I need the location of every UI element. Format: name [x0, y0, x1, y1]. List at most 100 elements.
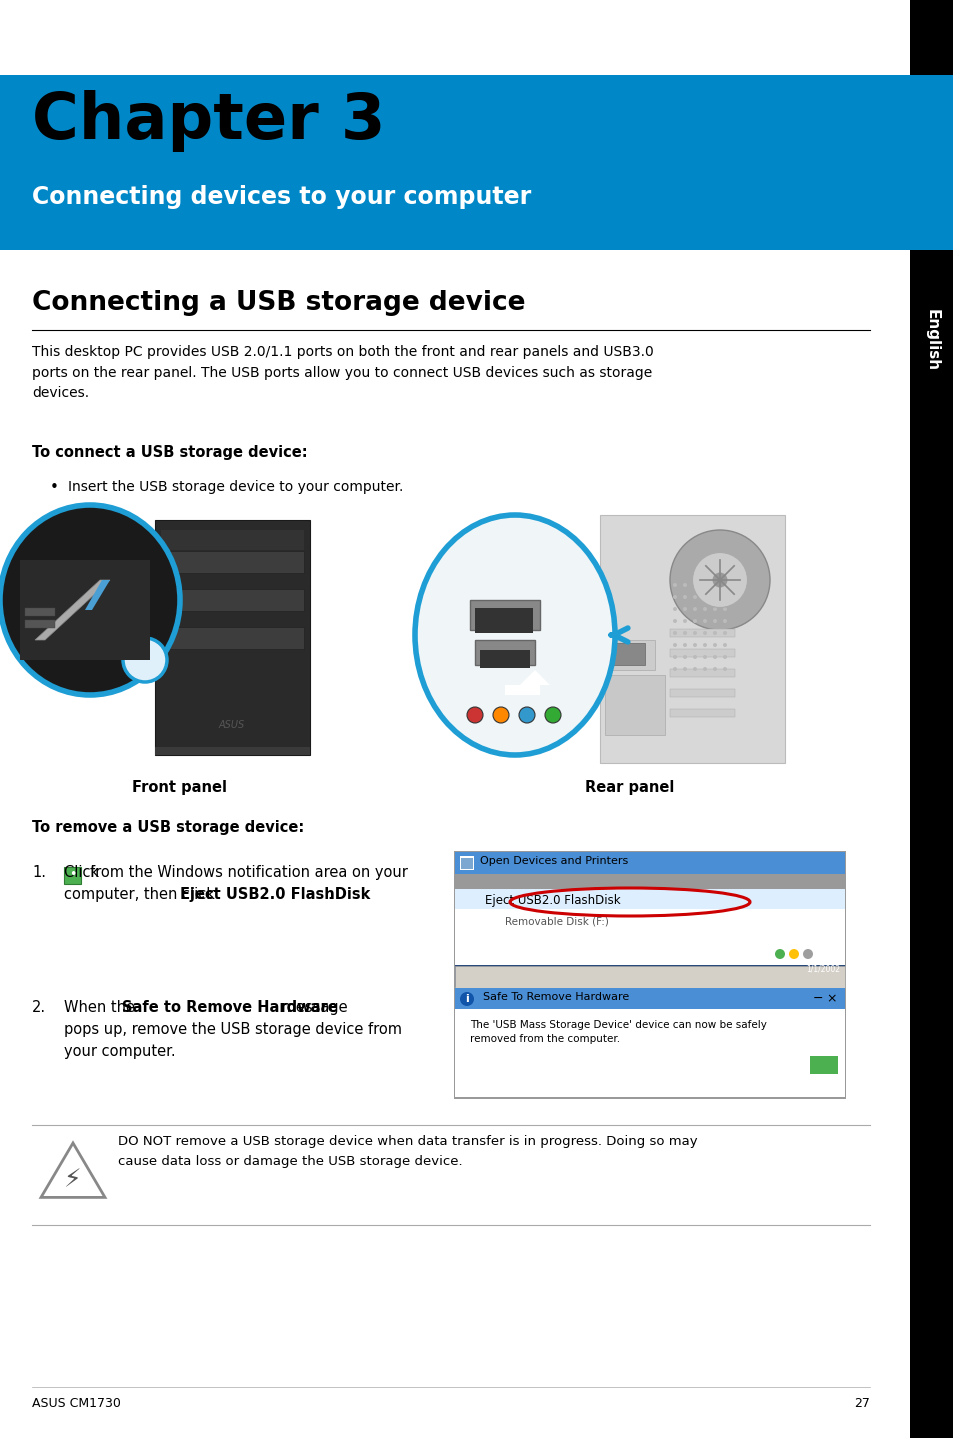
Text: ✓: ✓ — [818, 1081, 829, 1096]
Ellipse shape — [682, 643, 686, 647]
Ellipse shape — [702, 618, 706, 623]
Ellipse shape — [802, 949, 812, 959]
Bar — [161, 627, 304, 649]
Bar — [669, 649, 734, 657]
Text: message: message — [276, 999, 347, 1015]
Ellipse shape — [722, 667, 726, 672]
Bar — [669, 689, 734, 697]
Bar — [455, 966, 844, 988]
Text: computer, then click: computer, then click — [64, 887, 219, 902]
Ellipse shape — [672, 582, 677, 587]
Ellipse shape — [544, 707, 560, 723]
Text: −: − — [812, 992, 822, 1005]
Bar — [0, 75, 909, 250]
Bar — [475, 640, 535, 664]
Text: Connecting devices to your computer: Connecting devices to your computer — [32, 186, 531, 209]
Ellipse shape — [722, 631, 726, 636]
Text: The 'USB Mass Storage Device' device can now be safely
removed from the computer: The 'USB Mass Storage Device' device can… — [470, 1020, 766, 1044]
Bar — [20, 559, 150, 660]
Ellipse shape — [702, 595, 706, 600]
Ellipse shape — [692, 552, 747, 607]
Ellipse shape — [722, 643, 726, 647]
Ellipse shape — [672, 595, 677, 600]
Bar — [909, 75, 953, 250]
Bar — [460, 858, 473, 869]
Ellipse shape — [518, 707, 535, 723]
Text: •: • — [50, 480, 59, 495]
Bar — [669, 709, 734, 718]
Ellipse shape — [467, 707, 482, 723]
Bar — [604, 640, 655, 670]
Text: Chapter 3: Chapter 3 — [32, 91, 385, 152]
Ellipse shape — [702, 582, 706, 587]
Text: Eject USB2.0 FlashDisk: Eject USB2.0 FlashDisk — [484, 894, 620, 907]
Bar — [454, 851, 845, 988]
Ellipse shape — [702, 643, 706, 647]
Ellipse shape — [682, 667, 686, 672]
Bar — [475, 608, 533, 633]
Ellipse shape — [682, 631, 686, 636]
Text: pops up, remove the USB storage device from: pops up, remove the USB storage device f… — [64, 1022, 401, 1037]
Bar — [455, 851, 844, 874]
Ellipse shape — [672, 667, 677, 672]
Ellipse shape — [712, 595, 717, 600]
Bar — [455, 894, 844, 986]
Text: Front panel: Front panel — [132, 779, 227, 795]
Bar — [604, 674, 664, 735]
Text: 27: 27 — [853, 1396, 869, 1411]
Bar — [479, 650, 530, 669]
Bar — [161, 531, 304, 549]
Ellipse shape — [459, 992, 474, 1007]
Ellipse shape — [692, 595, 697, 600]
Text: When the: When the — [64, 999, 139, 1015]
Bar — [455, 965, 844, 986]
Text: DO NOT remove a USB storage device when data transfer is in progress. Doing so m: DO NOT remove a USB storage device when … — [118, 1135, 697, 1168]
Text: 6:30 PM
1/1/2002: 6:30 PM 1/1/2002 — [805, 953, 840, 974]
Bar — [609, 643, 644, 664]
Text: Safe to Remove Hardware: Safe to Remove Hardware — [122, 999, 337, 1015]
Text: .: . — [327, 887, 332, 902]
Ellipse shape — [672, 654, 677, 659]
Text: Connecting a USB storage device: Connecting a USB storage device — [32, 290, 525, 316]
Text: Removable Disk (F:): Removable Disk (F:) — [504, 916, 608, 926]
Text: Insert the USB storage device to your computer.: Insert the USB storage device to your co… — [68, 480, 403, 495]
Text: This desktop PC provides USB 2.0/1.1 ports on both the front and rear panels and: This desktop PC provides USB 2.0/1.1 por… — [32, 345, 653, 400]
Text: i: i — [465, 994, 468, 1004]
Bar — [909, 0, 953, 1438]
Ellipse shape — [692, 631, 697, 636]
Bar — [669, 628, 734, 637]
Text: Open Devices and Printers: Open Devices and Printers — [479, 856, 628, 866]
Bar — [154, 746, 310, 755]
Ellipse shape — [692, 607, 697, 611]
Bar — [0, 0, 953, 75]
Text: ASUS CM1730: ASUS CM1730 — [32, 1396, 121, 1411]
Text: ×: × — [825, 992, 836, 1005]
Ellipse shape — [415, 515, 615, 755]
Text: 1.: 1. — [32, 866, 46, 880]
Bar — [25, 620, 55, 628]
Ellipse shape — [712, 572, 727, 588]
Ellipse shape — [692, 667, 697, 672]
Ellipse shape — [712, 654, 717, 659]
Ellipse shape — [692, 643, 697, 647]
Ellipse shape — [722, 618, 726, 623]
Ellipse shape — [682, 607, 686, 611]
Ellipse shape — [722, 607, 726, 611]
Ellipse shape — [682, 654, 686, 659]
Ellipse shape — [774, 949, 784, 959]
Bar — [454, 986, 845, 1099]
Ellipse shape — [692, 618, 697, 623]
Ellipse shape — [123, 638, 167, 682]
Ellipse shape — [682, 618, 686, 623]
Text: your computer.: your computer. — [64, 1044, 175, 1058]
Text: Eject USB2.0 FlashDisk: Eject USB2.0 FlashDisk — [180, 887, 370, 902]
Ellipse shape — [682, 582, 686, 587]
Bar — [669, 669, 734, 677]
Polygon shape — [41, 1143, 105, 1198]
Ellipse shape — [702, 607, 706, 611]
Ellipse shape — [672, 607, 677, 611]
Bar — [25, 608, 55, 615]
Polygon shape — [35, 580, 110, 640]
Ellipse shape — [682, 595, 686, 600]
Ellipse shape — [0, 505, 180, 695]
